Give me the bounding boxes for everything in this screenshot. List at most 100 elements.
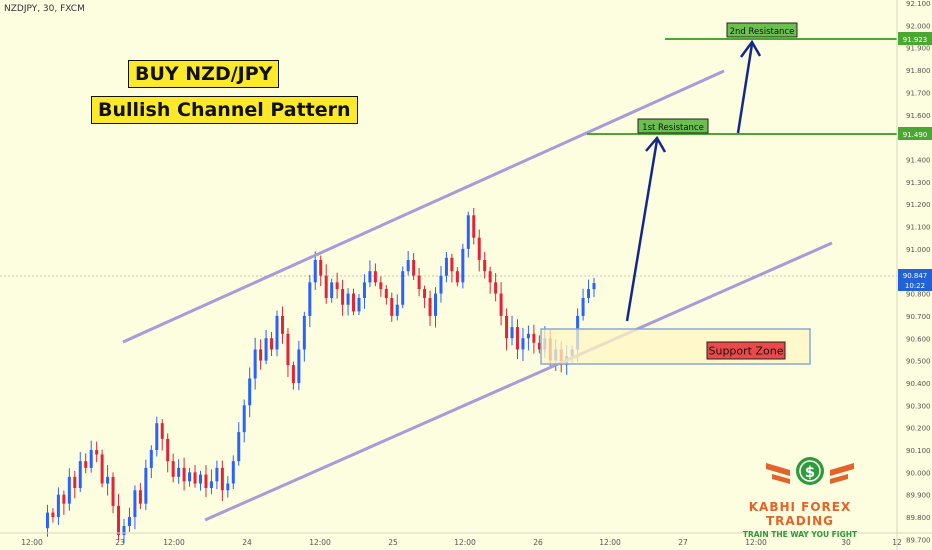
candle-up [242,405,246,433]
candle-up [188,472,192,482]
candle-down [111,476,115,506]
candle-up [275,315,279,350]
resistance1-price-tag [898,127,932,140]
candle-down [193,472,197,484]
candle-up [587,289,591,299]
candle-up [444,257,448,276]
title-line1: BUY NZD/JPY [128,60,280,88]
candle-down [488,271,492,283]
price-tick-label: 90.500 [906,358,931,366]
price-tick-label: 91.600 [906,112,931,120]
candle-down [450,257,454,272]
candle-up [149,450,153,468]
candle-down [280,315,284,334]
logo: KABHI FOREX TRADING TRAIN THE WAY YOU FI… [725,450,875,539]
candle-up [122,525,126,535]
price-tick-label: 89.800 [906,514,931,522]
candle-down [138,490,142,504]
candle-up [368,271,372,283]
price-tick-label: 92.100 [906,0,931,8]
price-tick-label: 90.600 [906,335,931,343]
candle-up [56,494,60,518]
arrow-to-resistance1-head [645,135,667,153]
candle-down [100,454,104,484]
price-tick-label: 91.800 [906,67,931,75]
candle-up [78,461,82,488]
candle-up [330,282,334,299]
time-tick-label: 25 [388,538,398,547]
price-tick-label: 91.000 [906,246,931,254]
resistance1-price-label: 91.490 [903,131,928,139]
time-tick-label: 24 [242,538,252,547]
candle-down [412,260,416,276]
time-tick-label: 12:00 [599,538,621,547]
candle-up [466,215,470,249]
candle-up [313,260,317,283]
time-tick-label: 12:00 [309,538,331,547]
price-tick-label: 91.300 [906,179,931,187]
candle-down [373,271,377,283]
current-price-label: 90.847 [903,272,928,280]
candle-up [362,282,366,299]
candle-up [434,293,438,316]
candle-up [45,512,49,529]
candle-up [357,298,361,312]
candle-down [319,260,323,276]
time-tick-label: 12 [892,538,902,547]
time-tick-label: 12:00 [163,538,185,547]
price-tick-label: 91.700 [906,89,931,97]
candle-down [324,275,328,299]
candle-down [73,476,77,488]
candle-down [220,467,224,491]
price-tick-label: 92.000 [906,22,931,30]
candle-down [341,289,345,305]
candle-up [231,461,235,484]
candle-down [171,461,175,477]
candle-down [428,298,432,316]
candle-down [286,333,290,366]
price-tick-label: 91.200 [906,201,931,209]
channel-lower-line[interactable] [204,241,833,522]
title-line2: Bullish Channel Pattern [91,96,358,124]
candle-up [308,282,312,316]
candle-up [89,450,93,468]
price-tick-label: 90.700 [906,313,931,321]
candle-up [297,349,301,383]
candle-up [226,483,230,491]
logo-tagline: TRAIN THE WAY YOU FIGHT [742,530,858,539]
price-tick-label: 90.800 [906,291,931,299]
resistance2-label-box [726,22,798,38]
candle-up [106,476,110,484]
candle-up [510,327,514,339]
candle-down [335,282,339,290]
resistance2-price-tag [898,32,932,45]
price-tick-label: 90.100 [906,447,931,455]
candle-up [581,298,585,316]
candle-up [406,260,410,272]
channel-upper-line[interactable] [122,69,725,344]
symbol-label: NZDJPY, 30, FXCM [4,4,85,14]
candle-down [455,271,459,283]
candle-down [494,282,498,294]
current-price-tag [898,269,932,291]
candle-up [264,338,268,361]
price-tick-label: 91.400 [906,156,931,164]
candle-down [537,342,541,350]
time-tick-label: 12:00 [745,538,767,547]
candle-up [461,248,465,283]
candle-down [117,505,121,535]
candle-up [302,315,306,350]
candle-down [352,293,356,312]
logo-emblem: $ [766,457,854,485]
candle-up [401,271,405,305]
price-tick-label: 90.400 [906,380,931,388]
support-zone-label: Support Zone [709,345,784,358]
candle-up [215,467,219,482]
price-tick-label: 91.100 [906,224,931,232]
candle-down [472,215,476,238]
price-tick-label: 90.300 [906,402,931,410]
svg-text:$: $ [805,463,815,481]
candle-down [483,260,487,272]
